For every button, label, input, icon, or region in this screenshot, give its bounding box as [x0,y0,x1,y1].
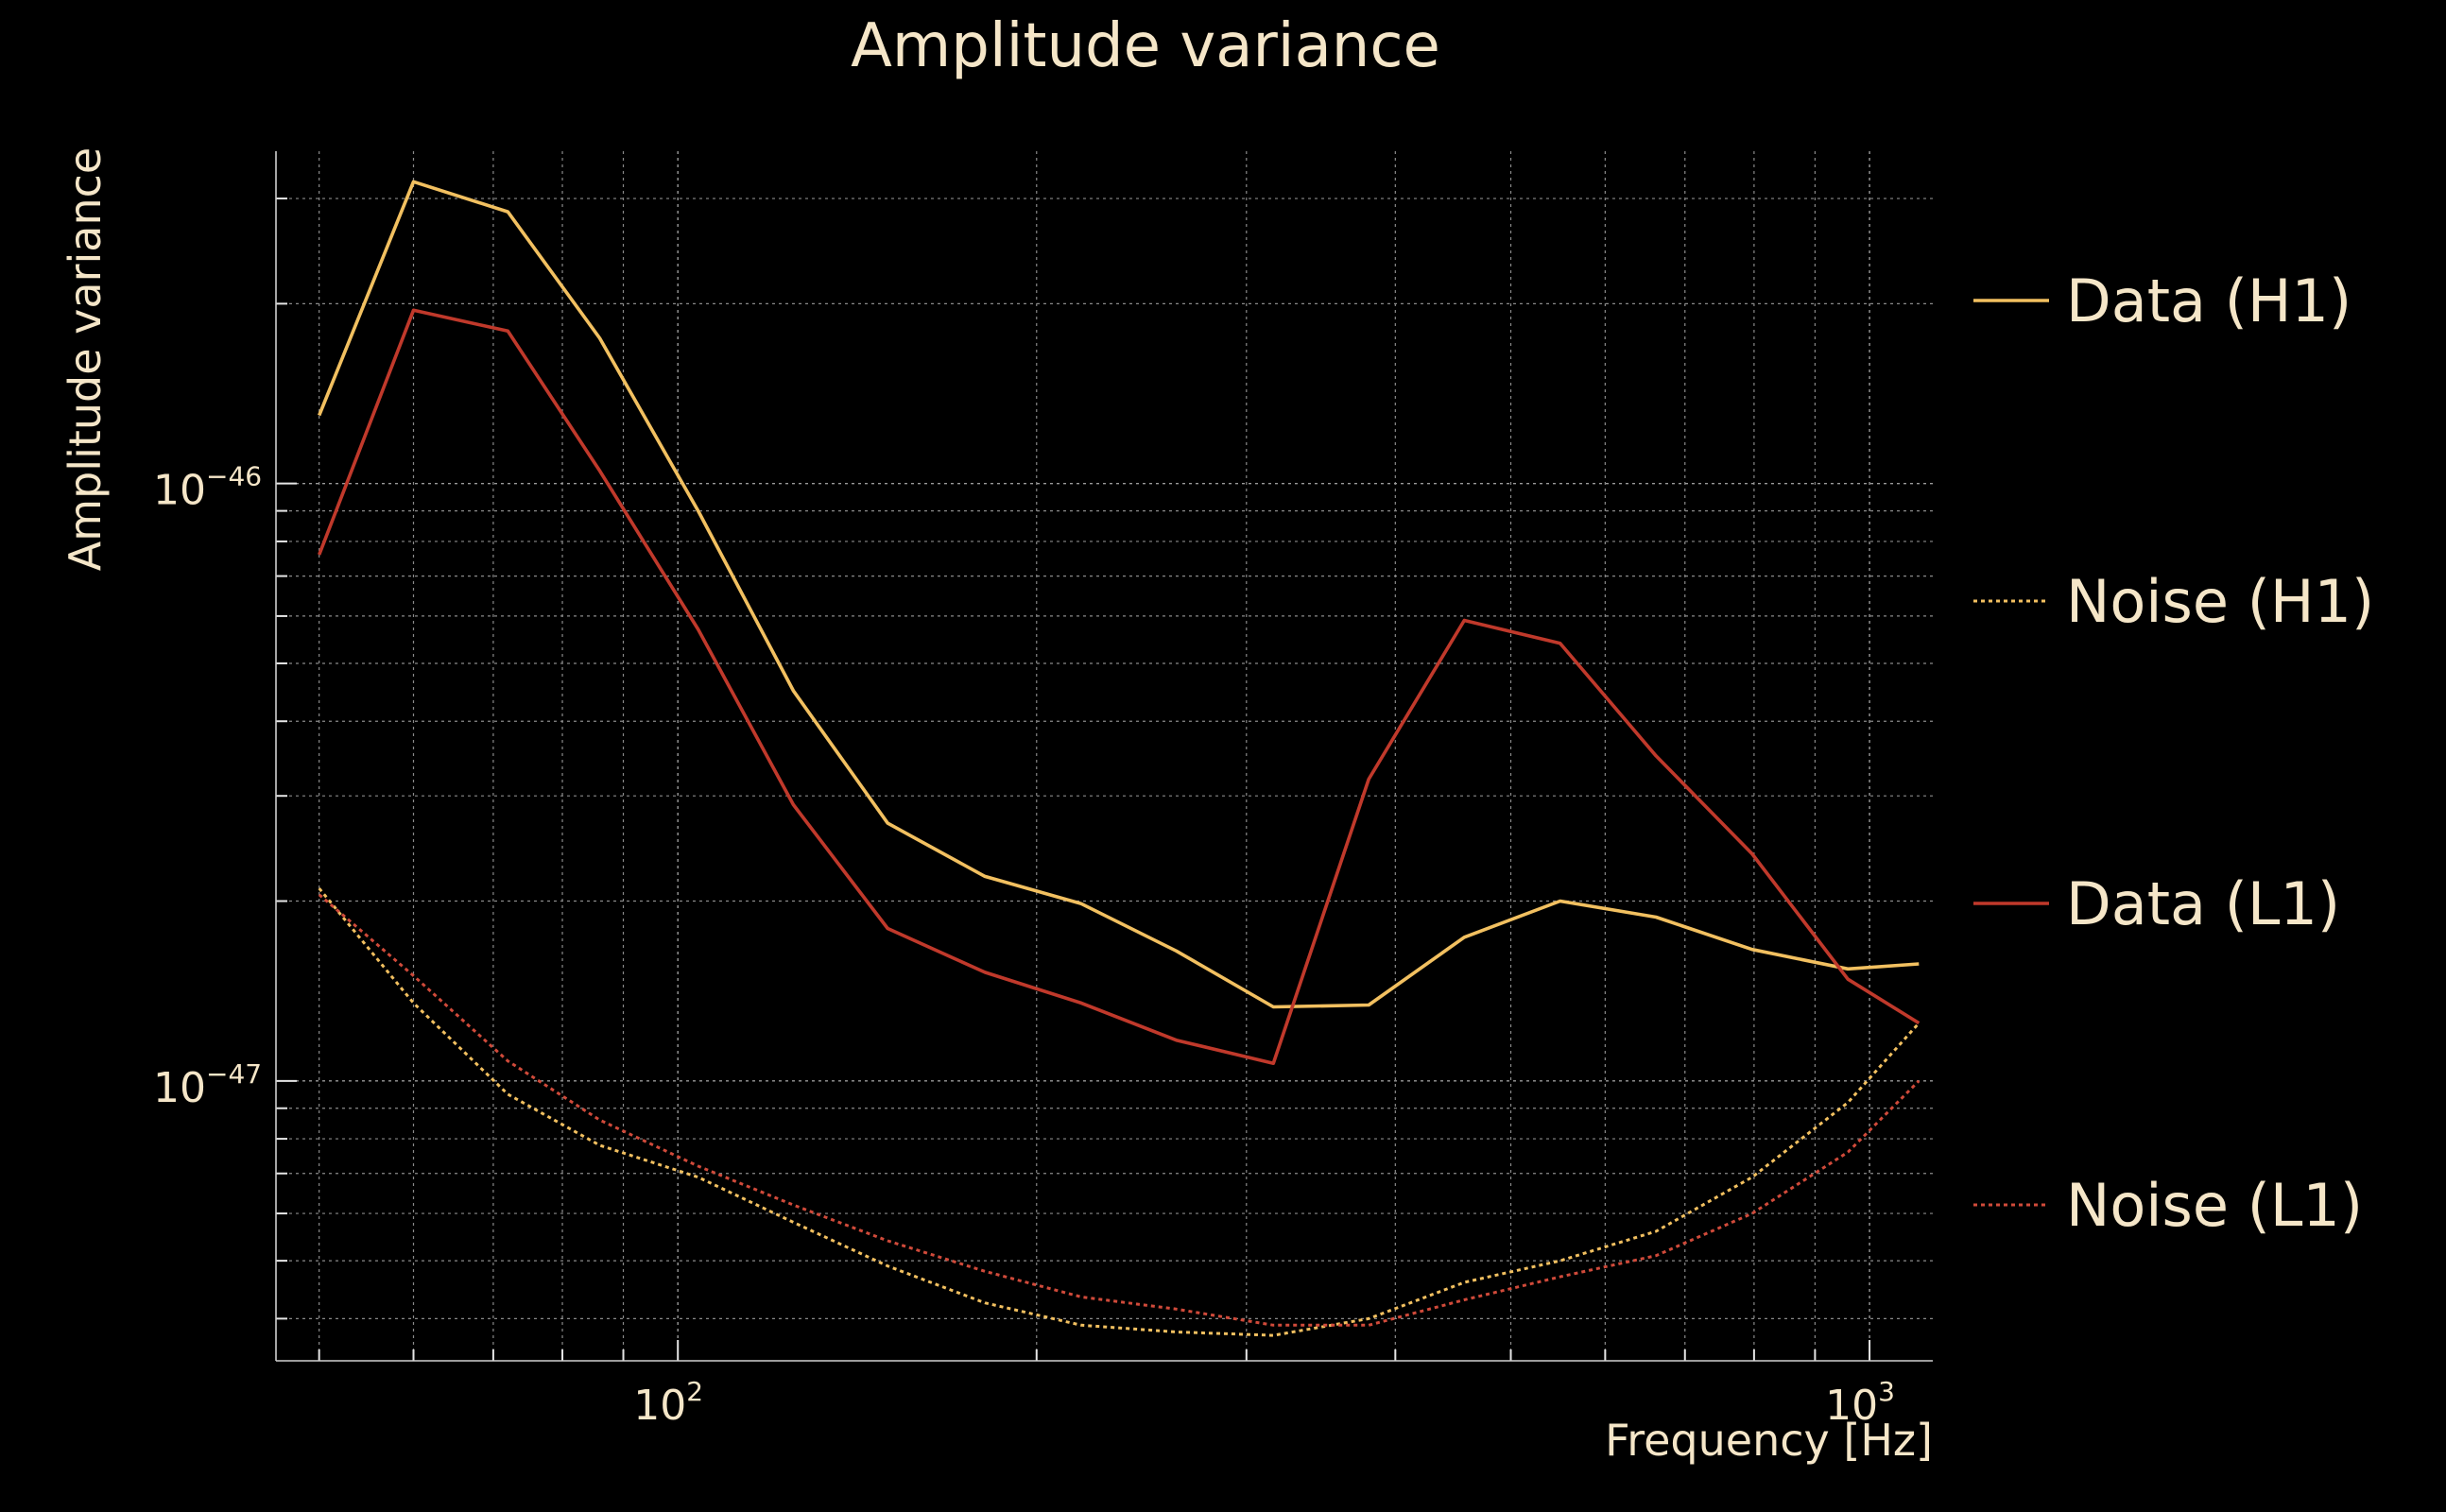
x-tick-labels: 102 103 [633,1376,1895,1430]
series-line-noise-l1 [318,893,1921,1327]
y-tick-label: 10−47 [153,1058,262,1112]
x-axis-label: Frequency [Hz] [1605,1415,1933,1466]
series-lines [318,180,1921,1337]
y-axis-label: Amplitude variance [60,147,111,571]
legend: Data (H1) Noise (H1) Data (L1) Noise (L1) [1973,266,2374,1240]
legend-label-data-h1: Data (H1) [2066,266,2351,335]
grid [276,151,1933,1361]
legend-label-noise-h1: Noise (H1) [2066,567,2374,636]
x-tick-label: 102 [633,1376,703,1430]
y-tick-label: 10−46 [153,461,262,515]
x-tick-label: 103 [1825,1376,1895,1430]
legend-label-data-l1: Data (L1) [2066,869,2340,938]
y-tick-labels: 10−46 10−47 [153,461,262,1112]
series-line-data-h1 [318,180,1920,1009]
chart-title: Amplitude variance [851,11,1440,81]
legend-label-noise-l1: Noise (L1) [2066,1171,2363,1240]
series-line-noise-h1 [318,887,1921,1337]
axes [275,151,1933,1362]
series-line-data-l1 [318,308,1921,1065]
